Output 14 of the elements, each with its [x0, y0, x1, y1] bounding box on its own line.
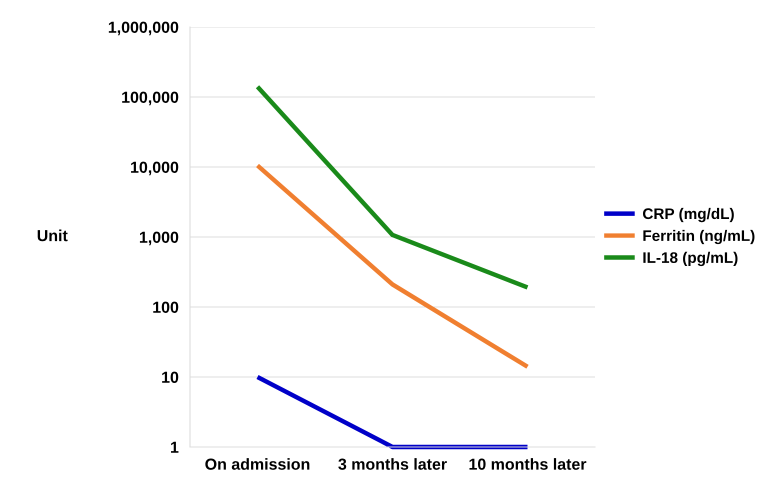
- y-tick-label: 100: [153, 302, 178, 313]
- y-tick-label: 10: [162, 372, 178, 383]
- legend-label: IL-18 (pg/mL): [643, 252, 738, 266]
- x-tick-label: 10 months later: [469, 458, 586, 470]
- x-tick-label: 3 months later: [338, 458, 447, 470]
- x-tick-label: On admission: [205, 458, 310, 470]
- legend-label: CRP (mg/dL): [642, 208, 734, 222]
- legend-label: Ferritin (ng/mL): [643, 230, 754, 244]
- y-tick-label: 100,000: [122, 92, 178, 106]
- y-tick-label: 1: [171, 442, 178, 453]
- y-tick-label: 10,000: [131, 162, 178, 176]
- y-axis-title: Unit: [38, 230, 68, 242]
- y-tick-label: 1,000: [140, 232, 178, 246]
- y-tick-label: 1,000,000: [108, 22, 178, 36]
